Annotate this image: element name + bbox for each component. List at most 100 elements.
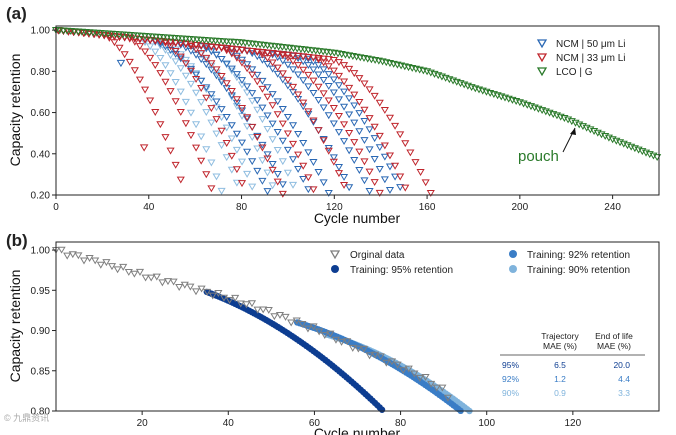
ncm-point [192,41,201,49]
ncm-point [309,77,318,85]
ncm-point [176,176,185,184]
ncm-point [125,34,134,42]
ncm-point [334,129,344,137]
original-data-point [365,352,374,360]
original-data-point [152,273,161,281]
ncm-point [294,165,303,173]
original-data-point [376,353,385,361]
ncm-point [217,73,226,80]
ncm-point [151,109,160,116]
ncm-point [197,157,206,165]
ncm-point [375,166,384,173]
ncm-point [314,83,323,91]
mae-table-header-eol-2: MAE (%) [597,341,631,351]
ncm-point [176,65,185,73]
original-data-point [399,367,408,375]
ncm-point [186,80,196,88]
original-data-point [141,274,150,282]
ncm-point [227,65,236,73]
ncm-point [166,46,175,54]
original-data-point [225,297,234,304]
ncm-point [268,136,277,144]
ncm-point [350,119,359,127]
ncm-point [207,62,216,70]
original-data-point [214,290,223,297]
ncm-point [222,47,231,55]
ncm-point [278,70,287,78]
ncm-point [339,138,349,146]
ncm-point [273,178,282,186]
ncm-point [207,159,216,167]
ncm-point [222,60,231,68]
ncm-point [360,158,369,166]
ncm-point [309,66,318,74]
ncm-point [375,99,384,107]
ncm-point [304,83,313,91]
ncm-point [161,78,170,86]
original-data-point [147,274,156,282]
ncm-point [217,187,226,195]
ncm-point [237,180,247,188]
ncm-point [166,70,175,78]
ncm-point [202,109,211,117]
original-data-point [236,300,245,308]
ncm-point [151,62,160,70]
ncm-point [319,104,328,112]
original-data-point [309,323,318,331]
original-data-point [113,266,122,274]
ncm-point [186,65,196,73]
original-data-point [287,319,296,327]
ncm-point [339,103,349,111]
ncm-point [237,158,247,166]
original-data-point [382,359,391,367]
ncm-point [243,170,252,178]
ncm-point [273,98,282,106]
original-data-point [74,252,83,260]
panel-a-marks [51,27,662,198]
ncm-point [365,115,374,122]
ncm-point [355,167,364,174]
ncm-point [176,88,185,96]
panel-b-xtick-label: 120 [565,418,582,429]
ncm-point [232,103,241,110]
ncm-point [207,47,216,55]
ncm-point [243,114,252,122]
ncm-point [339,88,349,96]
ncm-point [309,54,318,62]
ncm-point [324,97,333,105]
ncm-point [171,161,180,169]
ncm-point [258,144,267,152]
original-data-point [343,338,352,346]
panel-b-label: (b) [6,231,28,250]
ncm-point [268,59,277,67]
ncm-point [390,122,400,130]
ncm-point [243,47,252,55]
ncm-point [100,32,109,40]
ncm-point [227,45,236,53]
ncm-point [263,49,272,57]
original-data-point [371,351,380,359]
legend-a-ncm33-label: NCM | 33 μm Li [556,53,625,64]
ncm-point [329,105,338,112]
ncm-point [299,139,308,147]
original-data-point [432,384,441,392]
ncm-point [105,35,114,42]
ncm-point [385,114,395,122]
ncm-point [299,77,308,85]
pouch-arrow-head [570,128,576,135]
ncm-point [232,54,241,62]
ncm-point [263,112,272,120]
ncm-point [248,71,257,79]
original-data-point [242,301,251,309]
ncm-point [253,97,262,105]
original-data-point [281,313,290,321]
panel-b-ytick-label: 0.80 [31,407,51,418]
ncm-point [324,189,333,197]
ncm-point [319,66,328,74]
original-data-point [410,370,419,378]
ncm-point [268,102,277,110]
mae-table-header-eol-1: End of life [595,331,633,341]
ncm-point [294,151,303,159]
original-data-point [331,336,341,344]
ncm-point [283,54,292,62]
